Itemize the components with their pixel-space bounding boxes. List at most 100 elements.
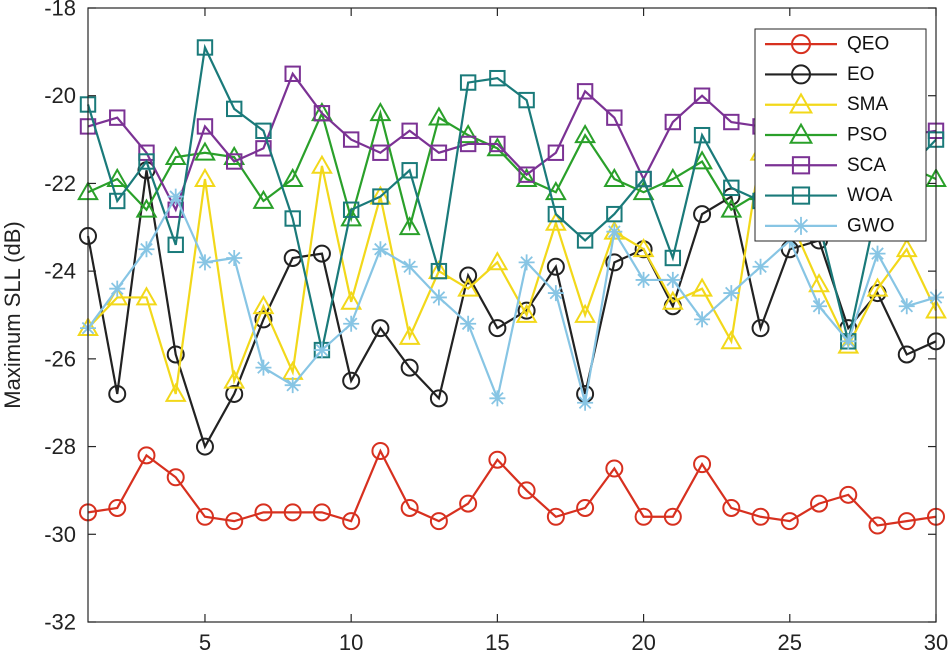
data-point-gwo <box>606 223 623 240</box>
data-point-woa <box>723 179 740 197</box>
series-line-eo <box>86 170 937 450</box>
data-point-sca <box>342 131 360 148</box>
data-point-eo <box>225 384 244 403</box>
data-point-sma <box>398 325 421 345</box>
legend-marker <box>788 122 814 144</box>
data-point-woa <box>138 153 155 170</box>
data-point-qeo <box>459 494 478 513</box>
data-point-qeo <box>371 441 390 460</box>
legend-item-gwo: GWO <box>765 215 895 236</box>
tick-labels-layer: 5 10 15 20 25 30 -32 -30 -28 -26 -24 -22 -20 -18 <box>44 0 948 655</box>
y-tick-label: -28 <box>44 434 76 459</box>
legend: QEO EO SMA PSO SCA WOA GWO <box>754 28 927 242</box>
data-point-gwo <box>226 249 243 266</box>
data-point-gwo <box>401 258 418 275</box>
data-point-pso <box>369 102 392 122</box>
data-point-gwo <box>694 311 711 328</box>
data-point-gwo <box>869 245 886 262</box>
data-point-sca <box>693 87 711 104</box>
data-point-sma <box>223 369 246 389</box>
plot-frame <box>87 7 937 623</box>
data-point-gwo <box>109 280 126 297</box>
legend-marker <box>792 216 810 235</box>
data-point-sma <box>164 382 187 402</box>
data-point-woa <box>430 262 448 280</box>
data-point-qeo <box>342 512 361 531</box>
data-point-woa <box>693 126 711 144</box>
data-point-sca <box>576 83 594 100</box>
data-point-sma <box>340 290 363 310</box>
data-point-sca <box>401 122 418 139</box>
y-tick-label: -22 <box>44 171 76 196</box>
legend-label: WOA <box>847 185 893 206</box>
series-gwo <box>80 188 944 411</box>
data-point-eo <box>108 384 127 403</box>
y-tick-label: -18 <box>44 0 76 21</box>
data-point-gwo <box>138 241 155 258</box>
data-point-qeo <box>225 512 244 531</box>
data-point-qeo <box>897 512 916 531</box>
data-point-woa <box>489 69 506 87</box>
data-point-qeo <box>634 507 653 526</box>
data-point-eo <box>488 319 507 338</box>
data-point-gwo <box>284 377 301 394</box>
data-point-gwo <box>313 342 330 359</box>
legend-item-woa: WOA <box>765 185 893 206</box>
data-point-sma <box>515 303 538 323</box>
legend-box <box>754 28 927 242</box>
data-point-sma <box>311 154 333 174</box>
legend-item-sma: SMA <box>765 92 889 115</box>
data-point-sca <box>226 153 243 170</box>
data-point-eo <box>429 389 448 408</box>
data-point-gwo <box>430 289 447 306</box>
data-point-gwo <box>489 390 506 407</box>
data-point-gwo <box>518 254 535 271</box>
data-point-gwo <box>372 241 389 258</box>
data-point-sma <box>574 303 597 323</box>
data-point-qeo <box>868 516 887 535</box>
legend-item-pso: PSO <box>765 122 887 146</box>
data-point-qeo <box>400 498 419 517</box>
data-point-pso <box>398 216 421 236</box>
x-tick-label: 25 <box>778 630 802 655</box>
data-point-sca <box>313 105 331 122</box>
data-point-qeo <box>517 481 536 500</box>
x-tick-label: 5 <box>199 630 211 655</box>
data-point-eo <box>517 301 536 320</box>
data-point-eo <box>693 205 712 224</box>
data-point-sma <box>252 295 275 315</box>
legend-marker <box>791 156 811 175</box>
data-point-sca <box>664 113 682 131</box>
data-point-sma <box>194 167 216 187</box>
data-point-sma <box>486 251 509 271</box>
data-point-gwo <box>255 359 272 376</box>
data-point-gwo <box>577 394 594 411</box>
y-tick-label: -20 <box>44 83 76 108</box>
x-tick-label: 10 <box>339 630 363 655</box>
data-point-eo <box>897 345 916 364</box>
data-point-woa <box>401 162 418 179</box>
data-point-sma <box>720 330 743 350</box>
legend-label: QEO <box>847 34 889 55</box>
data-point-pso <box>427 106 450 126</box>
legend-label: PSO <box>847 125 887 146</box>
data-point-woa <box>576 232 594 249</box>
data-point-sma <box>808 273 830 293</box>
data-point-woa <box>372 188 389 205</box>
legend-marker <box>791 64 811 85</box>
data-point-sca <box>547 144 565 161</box>
data-point-sca <box>489 135 506 153</box>
legend-label: SCA <box>847 155 886 176</box>
data-point-pso <box>691 150 713 170</box>
series-line-qeo <box>87 448 937 527</box>
data-point-sma <box>457 277 480 297</box>
x-tick-label: 30 <box>924 630 948 655</box>
data-point-sca <box>459 135 477 153</box>
data-point-gwo <box>840 333 857 350</box>
data-point-woa <box>518 91 535 109</box>
data-point-eo <box>459 266 478 285</box>
data-point-qeo <box>780 512 799 531</box>
data-point-sca <box>372 144 389 161</box>
data-point-pso <box>574 123 597 144</box>
